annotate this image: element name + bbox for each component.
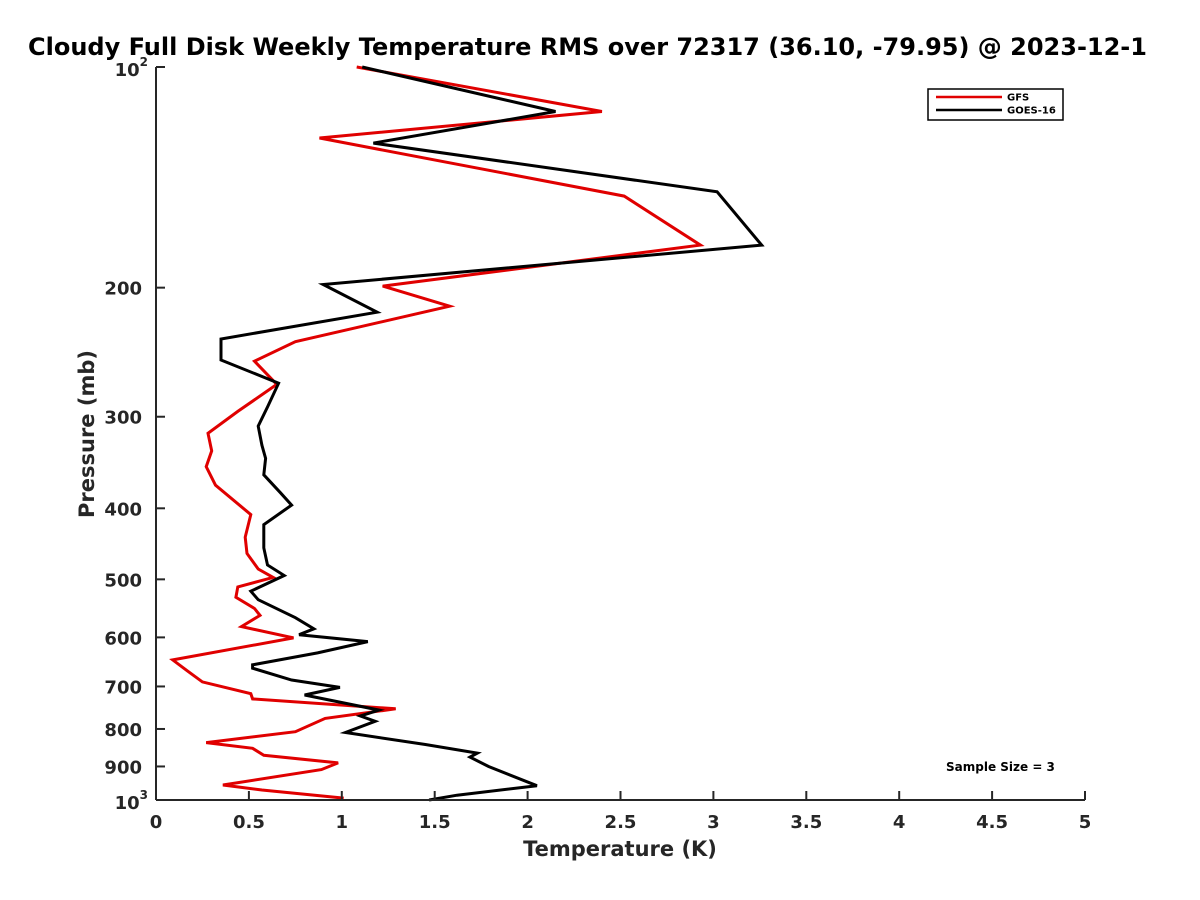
x-tick-label: 3 [707,812,720,833]
legend-label-goes16: GOES-16 [1007,106,1056,117]
y-tick-label: 10 [115,60,140,81]
x-tick-label: 2.5 [605,812,637,833]
x-axis-label: Temperature (K) [523,837,717,861]
x-tick-label: 5 [1079,812,1092,833]
y-tick-label: 800 [104,720,142,741]
y-tick-label: 300 [104,408,142,429]
y-tick-label: 10 [115,793,140,814]
legend-label-gfs: GFS [1007,93,1029,104]
y-tick-label: 400 [104,499,142,520]
sample-size-annotation: Sample Size = 3 [946,760,1055,774]
series-line-goes16 [219,65,765,802]
y-tick-label: 900 [104,757,142,778]
x-tick-label: 1.5 [419,812,451,833]
y-axis-label: Pressure (mb) [75,350,99,518]
series-line-gfs [169,65,705,800]
y-tick-label: 500 [104,570,142,591]
legend: GFS GOES-16 [927,88,1064,121]
x-tick-label: 2 [521,812,534,833]
y-tick-label: 700 [104,677,142,698]
y-tick-exponent: 3 [140,788,148,802]
y-tick-exponent: 2 [140,55,148,69]
x-tick-label: 0.5 [233,812,265,833]
legend-box [927,88,1064,121]
x-ticks: 0 0.5 1 1.5 2 2.5 3 3.5 4 4.5 5 [150,791,1092,833]
chart-title: Cloudy Full Disk Weekly Temperature RMS … [28,33,1147,61]
x-tick-label: 0 [150,812,163,833]
plot-area [156,67,1085,800]
x-tick-label: 4.5 [976,812,1008,833]
y-tick-label: 600 [104,628,142,649]
x-tick-label: 1 [336,812,349,833]
y-tick-label: 200 [104,279,142,300]
x-tick-label: 3.5 [790,812,822,833]
x-tick-label: 4 [893,812,906,833]
series-layer [169,65,765,802]
